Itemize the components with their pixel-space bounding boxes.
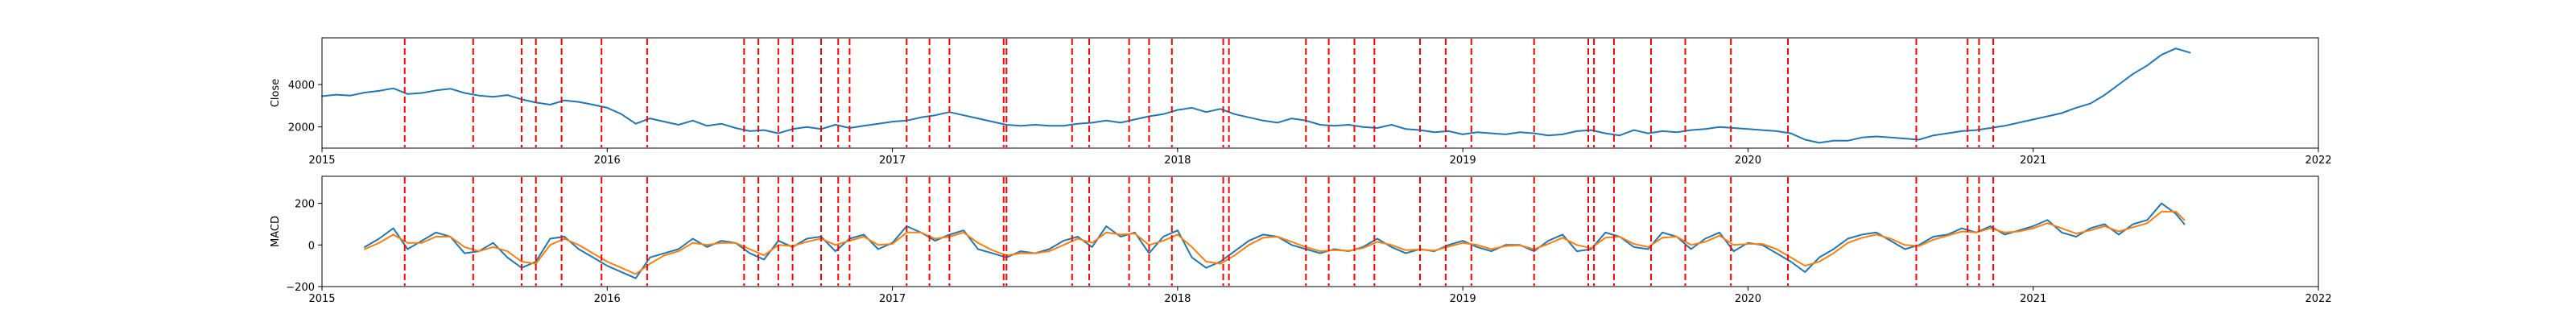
macd-xtick-label-6: 2021	[2020, 293, 2046, 305]
close-xtick-label-4: 2019	[1450, 155, 1476, 167]
macd-ytick-label-2: 200	[295, 199, 315, 211]
macd-xtick-label-1: 2016	[594, 293, 621, 305]
macd-ytick-label-0: −200	[286, 282, 315, 294]
macd-xtick-label-3: 2018	[1164, 293, 1191, 305]
macd-xtick-label-2: 2017	[879, 293, 906, 305]
macd-series-macd	[365, 204, 2184, 279]
macd-xtick-label-5: 2020	[1735, 293, 1761, 305]
close-xtick-label-1: 2016	[594, 155, 621, 167]
close-ytick-label-0: 2000	[288, 122, 315, 134]
close-axes-frame	[322, 38, 2318, 148]
macd-panel: 2015 2016 2017 2018 2019 2020 2021 2022 −200 0 200…	[270, 176, 2332, 305]
close-xtick-label-6: 2021	[2020, 155, 2046, 167]
macd-ylabel: MACD	[270, 216, 282, 247]
macd-series-signal	[365, 212, 2184, 275]
macd-ytick-label-1: 0	[308, 240, 315, 252]
close-panel: 2015 2016 2017 2018 2019 2020 2021 2022 2000 4000…	[270, 38, 2332, 167]
close-xtick-label-5: 2020	[1735, 155, 1761, 167]
close-ytick-label-1: 4000	[288, 80, 315, 92]
close-xtick-label-7: 2022	[2305, 155, 2331, 167]
close-xtick-label-2: 2017	[879, 155, 906, 167]
macd-xtick-label-0: 2015	[308, 293, 335, 305]
close-xtick-label-0: 2015	[308, 155, 335, 167]
close-xtick-label-3: 2018	[1164, 155, 1191, 167]
macd-xtick-label-4: 2019	[1450, 293, 1476, 305]
close-ylabel: Close	[270, 79, 282, 107]
macd-xtick-label-7: 2022	[2305, 293, 2331, 305]
